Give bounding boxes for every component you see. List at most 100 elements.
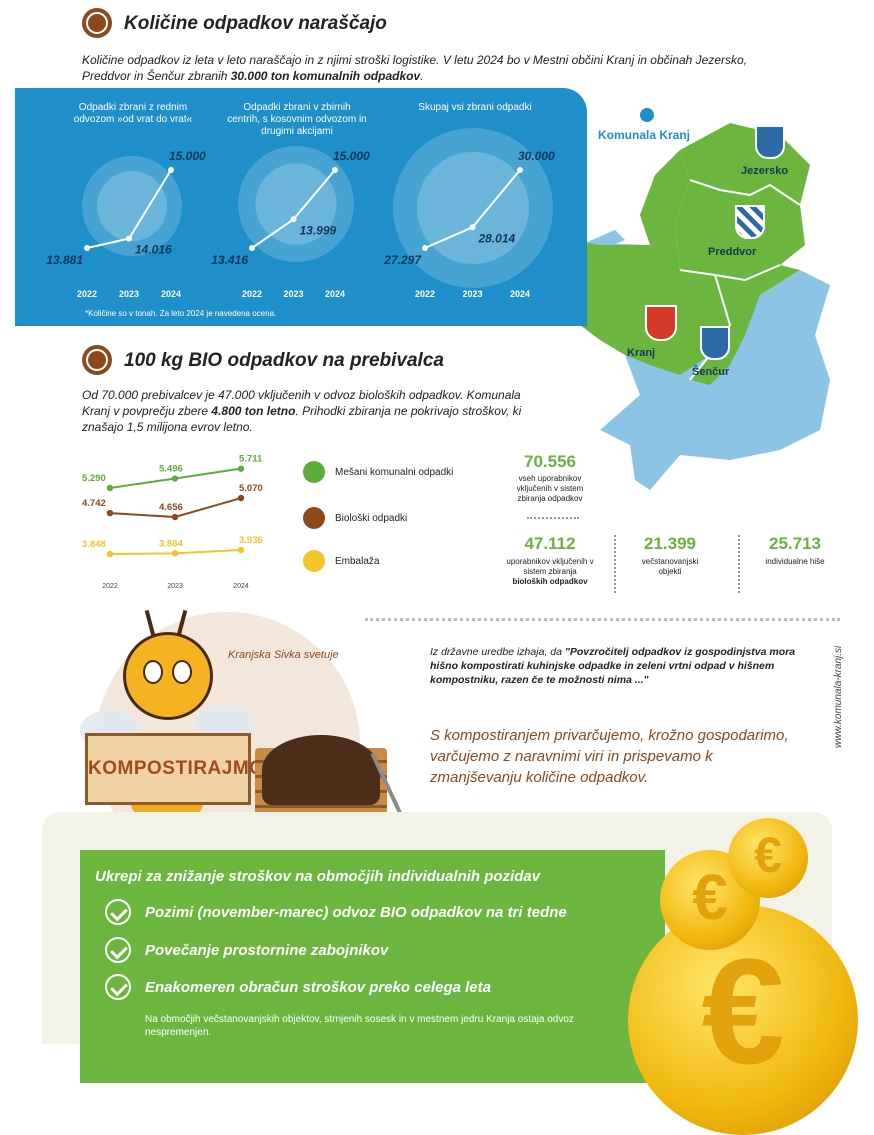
chart-data-label: 13.881 <box>46 253 83 267</box>
legend-icon-bio <box>303 507 325 529</box>
compost-sign: KOMPOSTIRAJMO <box>85 733 265 805</box>
website-link[interactable]: www.komunala-kranj.si <box>833 645 844 748</box>
stat-multi-text: večstanovanjski objekti <box>641 557 699 576</box>
sivka-advice-label: Kranjska Sivka svetuje <box>228 649 339 661</box>
series-data-label: 3.864 <box>159 538 183 549</box>
regulation-quote: Iz državne uredbe izhaja, da "Povzročite… <box>430 646 796 686</box>
chart-point <box>469 224 476 231</box>
chart-data-label: 27.297 <box>383 253 422 267</box>
quantities-charts: Odpadki zbrani z rednim odvozom »od vrat … <box>46 102 555 299</box>
measure-item: Povečanje prostornine zabojnikov <box>145 942 389 959</box>
check-badge-icon <box>82 345 112 375</box>
chart-year-label: 2022 <box>242 289 262 299</box>
compost-statement: S kompostiranjem privarčujemo, krožno go… <box>430 727 789 786</box>
chart-point <box>290 216 297 223</box>
x-tick-label: 2023 <box>167 583 183 590</box>
bee-eye-icon <box>172 660 192 684</box>
bee-eye-icon <box>143 660 163 684</box>
measure-item: Pozimi (november-marec) odvoz BIO odpadk… <box>145 904 567 921</box>
chart-year-label: 2022 <box>415 289 435 299</box>
sencur-crest-icon <box>700 326 730 360</box>
series-point <box>106 550 114 558</box>
stat-bio-value: 47.112 <box>524 534 576 553</box>
series-point <box>171 550 179 557</box>
check-icon <box>105 899 131 925</box>
dotted-divider <box>365 618 840 621</box>
bee-antenna-icon <box>144 609 156 637</box>
chart-year-label: 2023 <box>283 289 303 299</box>
legend-packaging: Embalaža <box>335 556 380 567</box>
series-point <box>237 546 245 554</box>
series-point <box>106 509 114 517</box>
chart-point <box>517 167 523 173</box>
compost-heap-icon <box>262 735 380 805</box>
map-label-kranj: Kranj <box>627 347 656 359</box>
series-data-label: 4.656 <box>159 502 183 513</box>
chart-point <box>84 245 90 251</box>
chart-bg-circle <box>393 128 553 288</box>
chart-data-label: 15.000 <box>333 149 370 163</box>
line-chart: 5.290 5.496 5.711 4.742 4.656 5.070 3.848 3.864… <box>82 454 263 590</box>
waste-quantities-panel <box>15 88 587 326</box>
measures-note: Na območjih večstanovanjskih objektov, s… <box>145 1014 574 1038</box>
series-data-label: 5.290 <box>82 473 106 484</box>
chart-data-label: 14.016 <box>135 243 172 257</box>
stat-houses-value: 25.713 <box>769 534 821 553</box>
komunala-logo: Komunala Kranj <box>598 128 691 142</box>
map-label-sencur: Šenčur <box>692 366 730 378</box>
panel-footnote: *Količine so v tonah. Za leto 2024 je na… <box>85 309 277 318</box>
chart-bg-circle <box>417 152 529 264</box>
dotted-divider <box>614 535 616 593</box>
chart-bg-circle <box>255 163 337 245</box>
series-point <box>237 465 245 472</box>
chart-point <box>168 167 174 173</box>
legend-icon-mixed <box>303 461 325 483</box>
series-data-label: 5.496 <box>159 464 183 475</box>
chart-title: Odpadki zbrani z rednim odvozom »od vrat … <box>74 102 193 125</box>
compost-sign-text: KOMPOSTIRAJMO <box>88 758 265 779</box>
map-label-preddvor: Preddvor <box>708 246 757 258</box>
euro-coin-icon: € <box>628 905 858 1135</box>
measures-panel <box>80 850 665 1083</box>
check-badge-icon <box>82 8 112 38</box>
dotted-divider <box>527 517 579 519</box>
chart-year-label: 2024 <box>161 289 181 299</box>
series-data-label: 5.711 <box>239 454 263 465</box>
series-data-label: 5.070 <box>239 483 263 494</box>
legend-icon-packaging <box>303 550 325 572</box>
chart-point <box>422 245 428 251</box>
chart-point <box>249 245 255 251</box>
stat-houses-text: individualne hiše <box>765 557 825 566</box>
chart-title: Skupaj vsi zbrani odpadki <box>418 102 531 113</box>
bee-head-icon <box>123 632 213 720</box>
preddvor-crest-icon <box>735 205 765 239</box>
stat-total-value: 70.556 <box>524 452 576 471</box>
series-point <box>106 484 114 492</box>
chart-year-label: 2024 <box>510 289 530 299</box>
kranj-crest-icon <box>645 305 677 341</box>
chart-bg-circle <box>82 156 182 256</box>
chart-data-label: 13.999 <box>300 223 337 237</box>
series-data-label: 3.936 <box>239 535 263 546</box>
check-icon <box>105 974 131 1000</box>
chart-data-label: 15.000 <box>169 149 206 163</box>
chart-point <box>332 167 338 173</box>
stat-multi-value: 21.399 <box>644 534 696 553</box>
chart-year-label: 2023 <box>119 289 139 299</box>
section2-intro: Od 70.000 prebivalcev je 47.000 vključen… <box>82 388 522 434</box>
chart-data-label: 28.014 <box>478 231 516 245</box>
chart-data-label: 13.416 <box>211 253 248 267</box>
chart-year-label: 2024 <box>325 289 345 299</box>
x-tick-label: 2022 <box>102 583 118 590</box>
legend-mixed: Mešani komunalni odpadki <box>335 467 454 478</box>
chart-bg-circle <box>97 171 167 241</box>
series-point <box>237 494 245 502</box>
section2-title: 100 kg BIO odpadkov na prebivalca <box>124 350 444 371</box>
jezersko-crest-icon <box>755 125 785 159</box>
chart-data-label: 30.000 <box>518 149 555 163</box>
chart-bg-circle <box>238 146 354 262</box>
stat-bio-text: uporabnikov vključenih v sistem zbiranja… <box>506 557 594 586</box>
series-data-label: 3.848 <box>82 539 106 550</box>
measure-item: Enakomeren obračun stroškov preko celega… <box>145 979 491 996</box>
chart-title: Odpadki zbrani v zbirnih centrih, s kosov… <box>227 102 367 137</box>
